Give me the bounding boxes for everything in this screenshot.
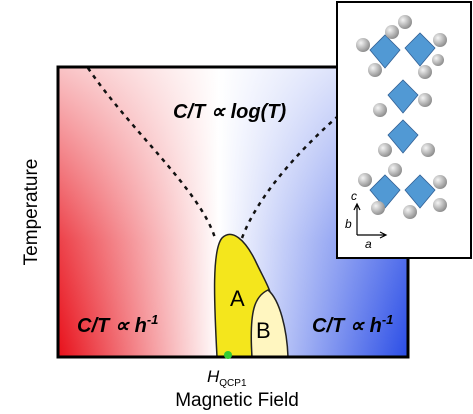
right-region-label: C/T ∝ h-1 — [312, 312, 393, 337]
crystal-inset: c b a — [336, 1, 472, 259]
axis-c: c — [351, 189, 357, 203]
phase-b-region — [250, 289, 289, 358]
axes-triad — [353, 202, 388, 239]
label-sup: -1 — [382, 312, 394, 327]
atoms — [356, 15, 447, 219]
label-base: C/T ∝ h — [77, 315, 147, 337]
label-sup: -1 — [147, 312, 159, 327]
label-base: H — [207, 367, 220, 386]
crossover-left — [86, 67, 217, 239]
axis-b: b — [345, 217, 352, 231]
left-region-label: C/T ∝ h-1 — [77, 312, 158, 337]
label-base: C/T ∝ h — [312, 315, 382, 337]
y-axis-label: Temperature — [21, 159, 42, 266]
x-axis-label: Magnetic Field — [175, 390, 299, 411]
phase-a-label: A — [230, 286, 245, 311]
qcp-label: HQCP1 — [207, 367, 247, 389]
crossover-right — [240, 109, 346, 239]
label-sub: QCP1 — [219, 378, 247, 389]
phase-b-label: B — [256, 318, 271, 343]
qcp-point — [224, 351, 232, 359]
axis-a: a — [365, 237, 372, 251]
top-region-label: C/T ∝ log(T) — [173, 101, 286, 123]
